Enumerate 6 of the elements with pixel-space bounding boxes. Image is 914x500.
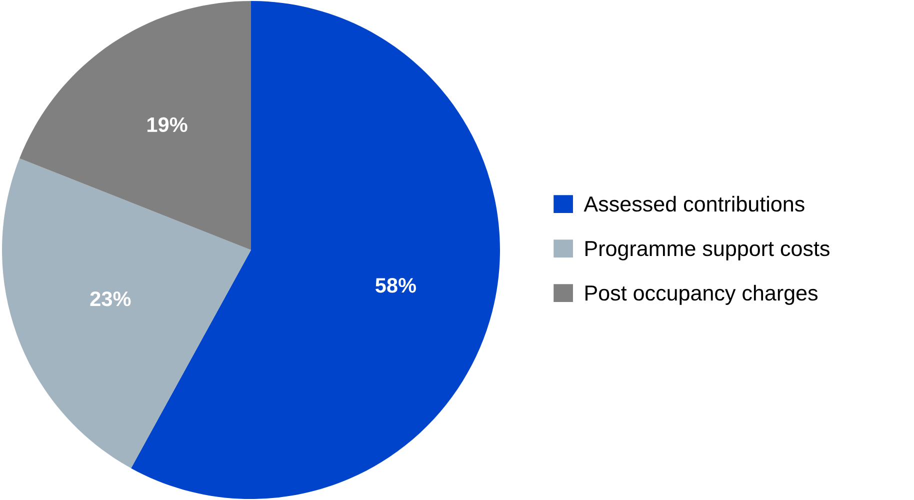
data-label: 19% bbox=[147, 117, 188, 132]
legend-label: Post occupancy charges bbox=[586, 284, 818, 305]
legend-label: Programme support costs bbox=[586, 241, 830, 260]
data-label: 23% bbox=[90, 291, 131, 306]
data-label: 58% bbox=[376, 278, 416, 293]
legend-label: Assessed contributions bbox=[584, 196, 804, 212]
